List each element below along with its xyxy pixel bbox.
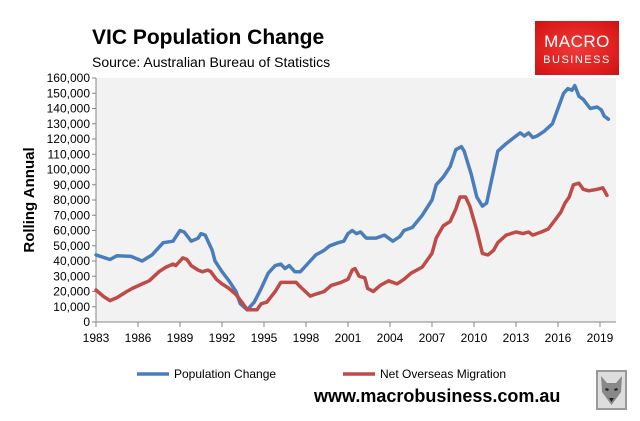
- y-tick-label: 150,000: [47, 86, 91, 100]
- y-tick-label: 130,000: [47, 117, 91, 131]
- chart-title: VIC Population Change: [92, 26, 325, 49]
- x-tick-label: 2013: [503, 331, 530, 345]
- y-tick-label: 80,000: [53, 193, 90, 207]
- y-axis-label: Rolling Annual: [21, 147, 38, 252]
- x-tick-label: 1986: [125, 331, 152, 345]
- y-tick-label: 0: [83, 315, 90, 329]
- y-tick-label: 160,000: [47, 71, 91, 85]
- y-tick-label: 100,000: [47, 163, 91, 177]
- x-tick-label: 2010: [461, 331, 488, 345]
- legend-label: Population Change: [174, 367, 276, 381]
- y-tick-label: 70,000: [53, 208, 90, 222]
- x-tick-label: 2016: [545, 331, 572, 345]
- x-tick-label: 1989: [167, 331, 194, 345]
- y-tick-label: 110,000: [48, 147, 91, 161]
- series-line-net-overseas-migration: [94, 181, 609, 312]
- series-line-population-change: [94, 83, 611, 312]
- x-tick-label: 1998: [293, 331, 320, 345]
- y-tick-label: 10,000: [53, 300, 90, 314]
- chart-subtitle: Source: Australian Bureau of Statistics: [92, 54, 331, 70]
- logo-line2: BUSINESS: [543, 54, 611, 66]
- y-tick-label: 30,000: [53, 269, 90, 283]
- macrobusiness-logo: MACRO BUSINESS: [535, 21, 619, 75]
- legend-label: Net Overseas Migration: [380, 367, 506, 381]
- y-tick-label: 50,000: [53, 239, 90, 253]
- y-tick-label: 90,000: [53, 178, 90, 192]
- x-tick-label: 2007: [419, 331, 446, 345]
- x-tick-label: 1992: [209, 331, 236, 345]
- logo-line1: MACRO: [544, 32, 610, 51]
- y-tick-label: 20,000: [53, 285, 90, 299]
- x-tick-label: 2019: [587, 331, 614, 345]
- x-tick-label: 1995: [251, 331, 278, 345]
- wolf-head-icon: [596, 370, 627, 410]
- x-tick-label: 2001: [335, 331, 362, 345]
- y-tick-label: 120,000: [47, 132, 91, 146]
- x-tick-label: 1983: [83, 331, 110, 345]
- y-tick-label: 40,000: [53, 254, 90, 268]
- website-url: www.macrobusiness.com.au: [314, 386, 561, 406]
- y-tick-label: 140,000: [47, 102, 91, 116]
- plot-area: [96, 78, 616, 322]
- y-tick-label: 60,000: [53, 224, 90, 238]
- x-tick-label: 2004: [377, 331, 404, 345]
